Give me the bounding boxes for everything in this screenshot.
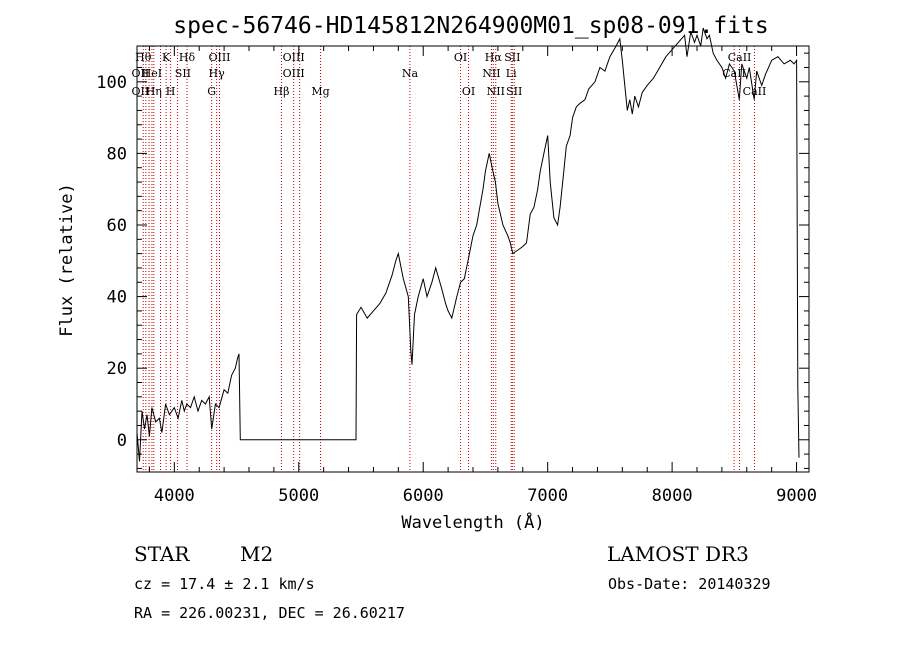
line-marker-label-10: HeI [142,67,162,80]
y-axis-ticks: 0 20 40 60 80 100 [96,52,809,469]
coordinates: RA = 226.00231, DEC = 26.60217 [134,604,405,622]
line-marker-label-13: OIII [283,67,305,80]
line-marker-label-7: SII [504,51,520,64]
line-marker-label-22: Hβ [274,85,290,98]
observation-date: Obs-Date: 20140329 [608,575,771,593]
line-marker-label-15: NII [482,67,500,80]
y-tick-label-2: 40 [107,288,127,308]
line-marker-label-24: OI [462,85,475,98]
redshift-cz: cz = 17.4 ± 2.1 km/s [134,575,315,593]
line-marker-label-3: OIII [208,51,230,64]
x-tick-label-3: 7000 [527,486,568,506]
object-class: STAR [134,542,190,566]
line-marker-label-11: SII [175,67,191,80]
line-marker-label-12: Hγ [209,67,226,80]
x-tick-label-5: 9000 [776,486,817,506]
line-marker-label-14: Na [402,67,419,80]
object-subclass: M2 [240,542,273,566]
x-axis-label: Wavelength (Å) [401,511,544,533]
line-marker-label-4: OIII [283,51,305,64]
line-marker-label-2: Hδ [179,51,196,64]
x-tick-label-1: 5000 [278,486,319,506]
plot-frame [136,45,810,473]
line-marker-label-23: Mg [311,85,329,98]
line-marker-label-6: Hα [485,51,503,64]
spectrum-line-0 [136,27,800,462]
y-tick-label-3: 60 [107,216,127,236]
line-marker-label-18: OII [132,85,150,98]
line-marker-label-5: OI [454,51,467,64]
x-axis-ticks: 4000 5000 6000 7000 8000 9000 [148,46,817,506]
line-marker-label-20: H [166,85,176,98]
y-tick-label-4: 80 [107,144,127,164]
line-marker-label-21: G [207,85,216,98]
line-marker-label-19: Hη [146,85,162,98]
line-marker-label-16: Li [506,67,517,80]
x-tick-label-0: 4000 [154,486,195,506]
line-marker-label-8: CaII [728,51,752,64]
y-tick-label-1: 20 [107,359,127,379]
chart-title: spec-56746-HD145812N264900M01_sp08-091.f… [173,13,768,39]
line-marker-label-25: NII [487,85,505,98]
x-tick-label-2: 6000 [403,486,444,506]
x-tick-label-4: 8000 [652,486,693,506]
survey-name: LAMOST DR3 [607,542,749,566]
line-marker-label-0: Hθ [135,51,152,64]
spectrum-plot [136,27,800,462]
line-markers [142,46,755,472]
y-axis-label: Flux (relative) [57,183,77,337]
y-tick-label-5: 100 [96,73,127,93]
line-marker-label-1: K [162,51,171,64]
y-tick-label-0: 0 [117,431,127,451]
line-marker-label-26: SII [506,85,522,98]
line-marker-label-9: OII [132,67,150,80]
